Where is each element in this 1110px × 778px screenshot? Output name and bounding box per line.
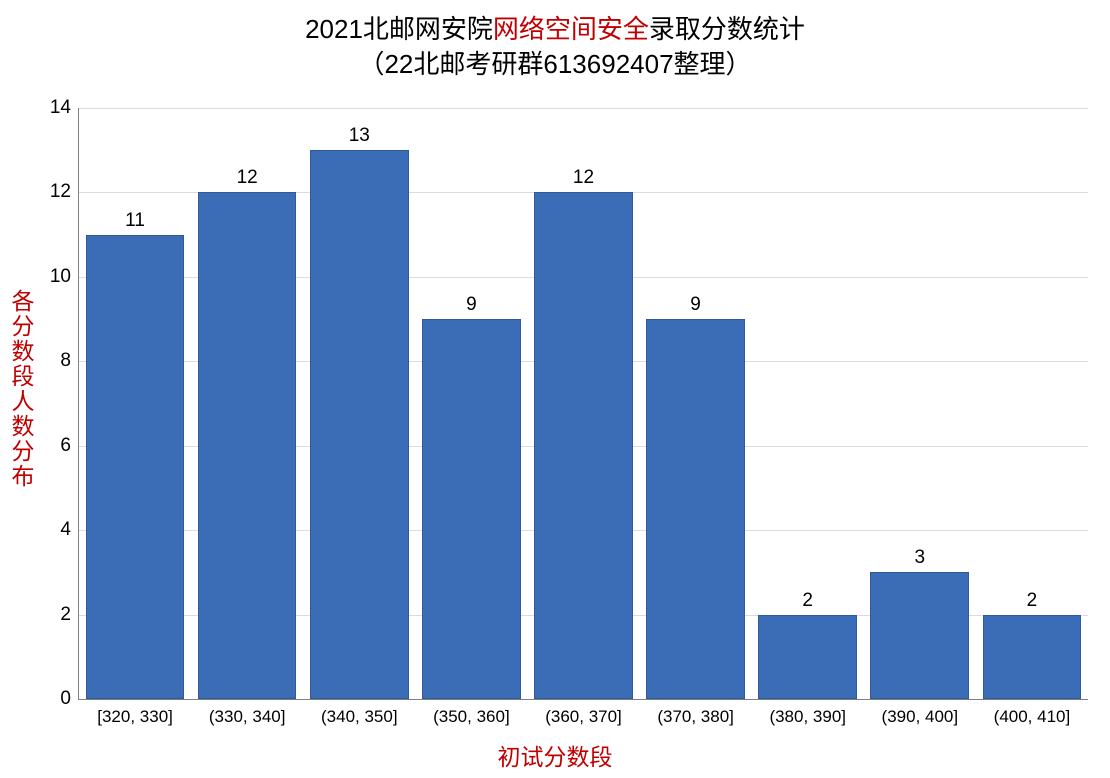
bar-value-label: 12: [535, 167, 632, 193]
chart-title-line1: 2021北邮网安院网络空间安全录取分数统计: [0, 12, 1110, 47]
bar: 12: [198, 192, 297, 699]
y-tick-label: 6: [37, 435, 71, 457]
plot-area: 0246810121411[320, 330]12(330, 340]13(34…: [78, 108, 1088, 700]
bar-cell: 11[320, 330]: [79, 108, 191, 699]
bar-cell: 13(340, 350]: [303, 108, 415, 699]
y-tick-label: 8: [37, 350, 71, 372]
y-tick-label: 14: [37, 97, 71, 119]
chart-title: 2021北邮网安院网络空间安全录取分数统计 （22北邮考研群613692407整…: [0, 12, 1110, 82]
y-axis-label: 各分数段人数分布: [4, 289, 38, 489]
bar: 9: [422, 319, 521, 699]
bar-value-label: 12: [199, 167, 296, 193]
bar: 11: [86, 235, 185, 699]
bar-cell: 12(360, 370]: [527, 108, 639, 699]
title-text: 2021北邮网安院: [305, 14, 493, 44]
bar: 2: [758, 615, 857, 699]
bar-value-label: 9: [423, 294, 520, 320]
y-tick-label: 2: [37, 604, 71, 626]
bar-cell: 2(400, 410]: [976, 108, 1088, 699]
y-tick-label: 12: [37, 181, 71, 203]
bar: 13: [310, 150, 409, 699]
y-tick-label: 4: [37, 519, 71, 541]
bar-value-label: 2: [759, 590, 856, 616]
bar-value-label: 3: [871, 547, 968, 573]
bar: 3: [870, 572, 969, 699]
x-axis-label: 初试分数段: [0, 738, 1110, 772]
title-text: 录取分数统计: [649, 14, 805, 44]
title-highlight: 网络空间安全: [493, 14, 649, 44]
chart-title-line2: （22北邮考研群613692407整理）: [0, 47, 1110, 82]
bar-value-label: 2: [984, 590, 1081, 616]
bar-cell: 3(390, 400]: [864, 108, 976, 699]
bar-cell: 9(350, 360]: [415, 108, 527, 699]
bar: 9: [646, 319, 745, 699]
bar-cell: 9(370, 380]: [640, 108, 752, 699]
chart-container: 2021北邮网安院网络空间安全录取分数统计 （22北邮考研群613692407整…: [0, 0, 1110, 778]
bar-cell: 12(330, 340]: [191, 108, 303, 699]
title-text: （22北邮考研群613692407整理）: [358, 49, 751, 79]
bar-value-label: 9: [647, 294, 744, 320]
y-tick-label: 10: [37, 266, 71, 288]
x-tick-label: (400, 410]: [920, 699, 1110, 727]
bar: 2: [983, 615, 1082, 699]
bar-value-label: 11: [87, 210, 184, 236]
bar-value-label: 13: [311, 125, 408, 151]
bar: 12: [534, 192, 633, 699]
bar-cell: 2(380, 390]: [752, 108, 864, 699]
